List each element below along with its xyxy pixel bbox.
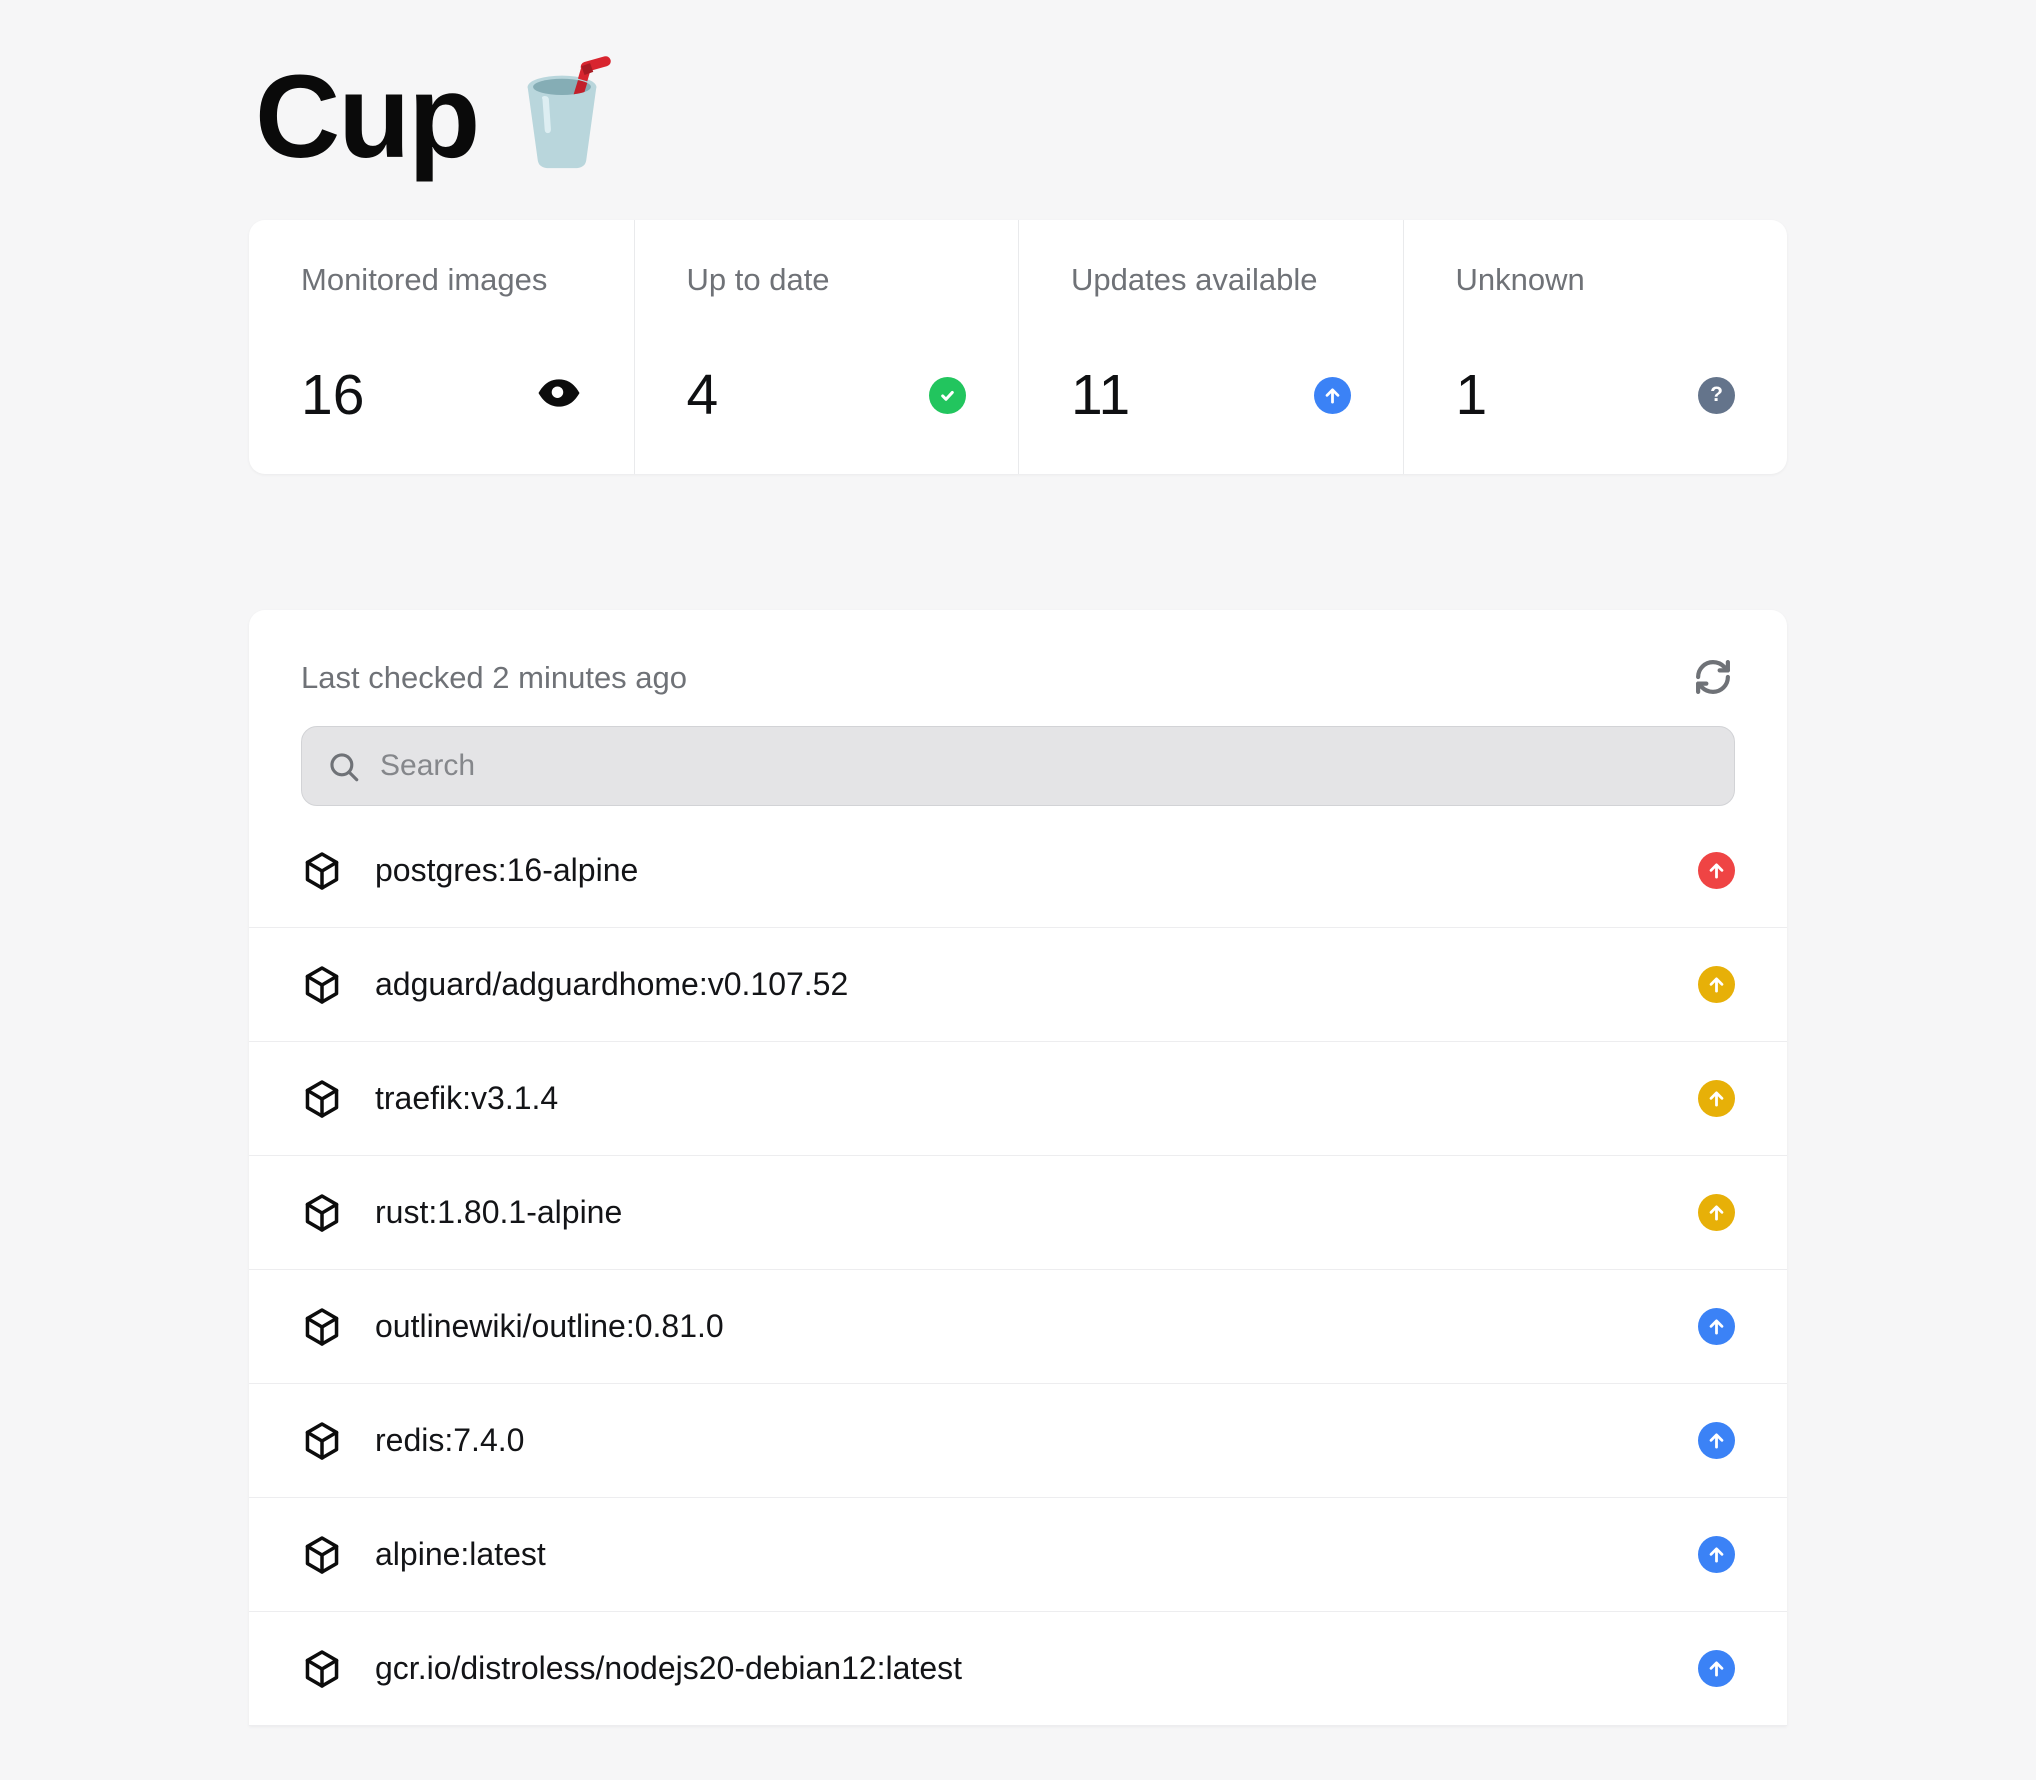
stat-monitored-images: Monitored images 16 — [249, 220, 634, 474]
refresh-button[interactable] — [1691, 656, 1735, 700]
stat-up-to-date: Up to date 4 — [633, 220, 1019, 474]
image-name: traefik:v3.1.4 — [375, 1080, 559, 1116]
image-name: redis:7.4.0 — [375, 1422, 525, 1458]
image-name: postgres:16-alpine — [375, 852, 639, 888]
stat-label: Unknown — [1455, 262, 1585, 297]
image-list: postgres:16-alpine adguard/adguardhome:v… — [249, 814, 1787, 1726]
list-item[interactable]: adguard/adguardhome:v0.107.52 — [249, 928, 1787, 1042]
list-item[interactable]: traefik:v3.1.4 — [249, 1042, 1787, 1156]
package-icon — [301, 1420, 343, 1462]
stat-label: Up to date — [686, 262, 830, 297]
check-circle-icon — [929, 376, 966, 414]
status-badge — [1698, 1422, 1735, 1459]
image-name: outlinewiki/outline:0.81.0 — [375, 1308, 724, 1344]
refresh-icon — [1692, 660, 1734, 701]
stat-unknown: Unknown 1 ? — [1402, 220, 1788, 474]
list-item[interactable]: outlinewiki/outline:0.81.0 — [249, 1270, 1787, 1384]
last-checked-text: Last checked 2 minutes ago — [301, 660, 688, 695]
stat-value: 11 — [1071, 363, 1131, 427]
image-name: gcr.io/distroless/nodejs20-debian12:late… — [375, 1650, 963, 1686]
page-title: Cup — [255, 51, 480, 183]
package-icon — [301, 1648, 343, 1690]
app-header: Cup — [249, 0, 1787, 184]
package-icon — [301, 1078, 343, 1120]
images-panel: Last checked 2 minutes ago — [249, 610, 1787, 1726]
search-bar — [301, 726, 1735, 806]
page-container: Cup — [249, 0, 1787, 1726]
stat-value: 16 — [301, 363, 365, 427]
status-badge — [1698, 1194, 1735, 1231]
list-item[interactable]: gcr.io/distroless/nodejs20-debian12:late… — [249, 1612, 1787, 1726]
image-name: rust:1.80.1-alpine — [375, 1194, 623, 1230]
package-icon — [301, 964, 343, 1006]
panel-header: Last checked 2 minutes ago — [249, 610, 1787, 700]
stat-label: Updates available — [1071, 262, 1318, 297]
stat-updates-available: Updates available 11 — [1018, 220, 1403, 474]
image-name: alpine:latest — [375, 1536, 546, 1572]
package-icon — [301, 1534, 343, 1576]
stat-value: 4 — [686, 363, 719, 427]
status-badge — [1698, 1308, 1735, 1345]
status-badge — [1698, 1650, 1735, 1687]
list-item[interactable]: rust:1.80.1-alpine — [249, 1156, 1787, 1270]
stats-row: Monitored images 16 Up to date 4 — [249, 220, 1787, 474]
image-name: adguard/adguardhome:v0.107.52 — [375, 966, 849, 1002]
stat-value: 1 — [1455, 363, 1488, 427]
package-icon — [301, 1306, 343, 1348]
list-item[interactable]: postgres:16-alpine — [249, 814, 1787, 928]
list-item[interactable]: alpine:latest — [249, 1498, 1787, 1612]
stat-label: Monitored images — [301, 262, 548, 297]
question-circle-icon: ? — [1698, 376, 1735, 414]
status-badge — [1698, 966, 1735, 1003]
package-icon — [301, 850, 343, 892]
cup-with-straw-icon — [512, 56, 612, 179]
eye-icon — [536, 377, 582, 414]
status-badge — [1698, 1536, 1735, 1573]
arrow-up-circle-icon — [1313, 376, 1351, 414]
status-badge — [1698, 852, 1735, 889]
status-badge — [1698, 1080, 1735, 1117]
list-item[interactable]: redis:7.4.0 — [249, 1384, 1787, 1498]
package-icon — [301, 1192, 343, 1234]
search-input[interactable] — [301, 726, 1735, 806]
